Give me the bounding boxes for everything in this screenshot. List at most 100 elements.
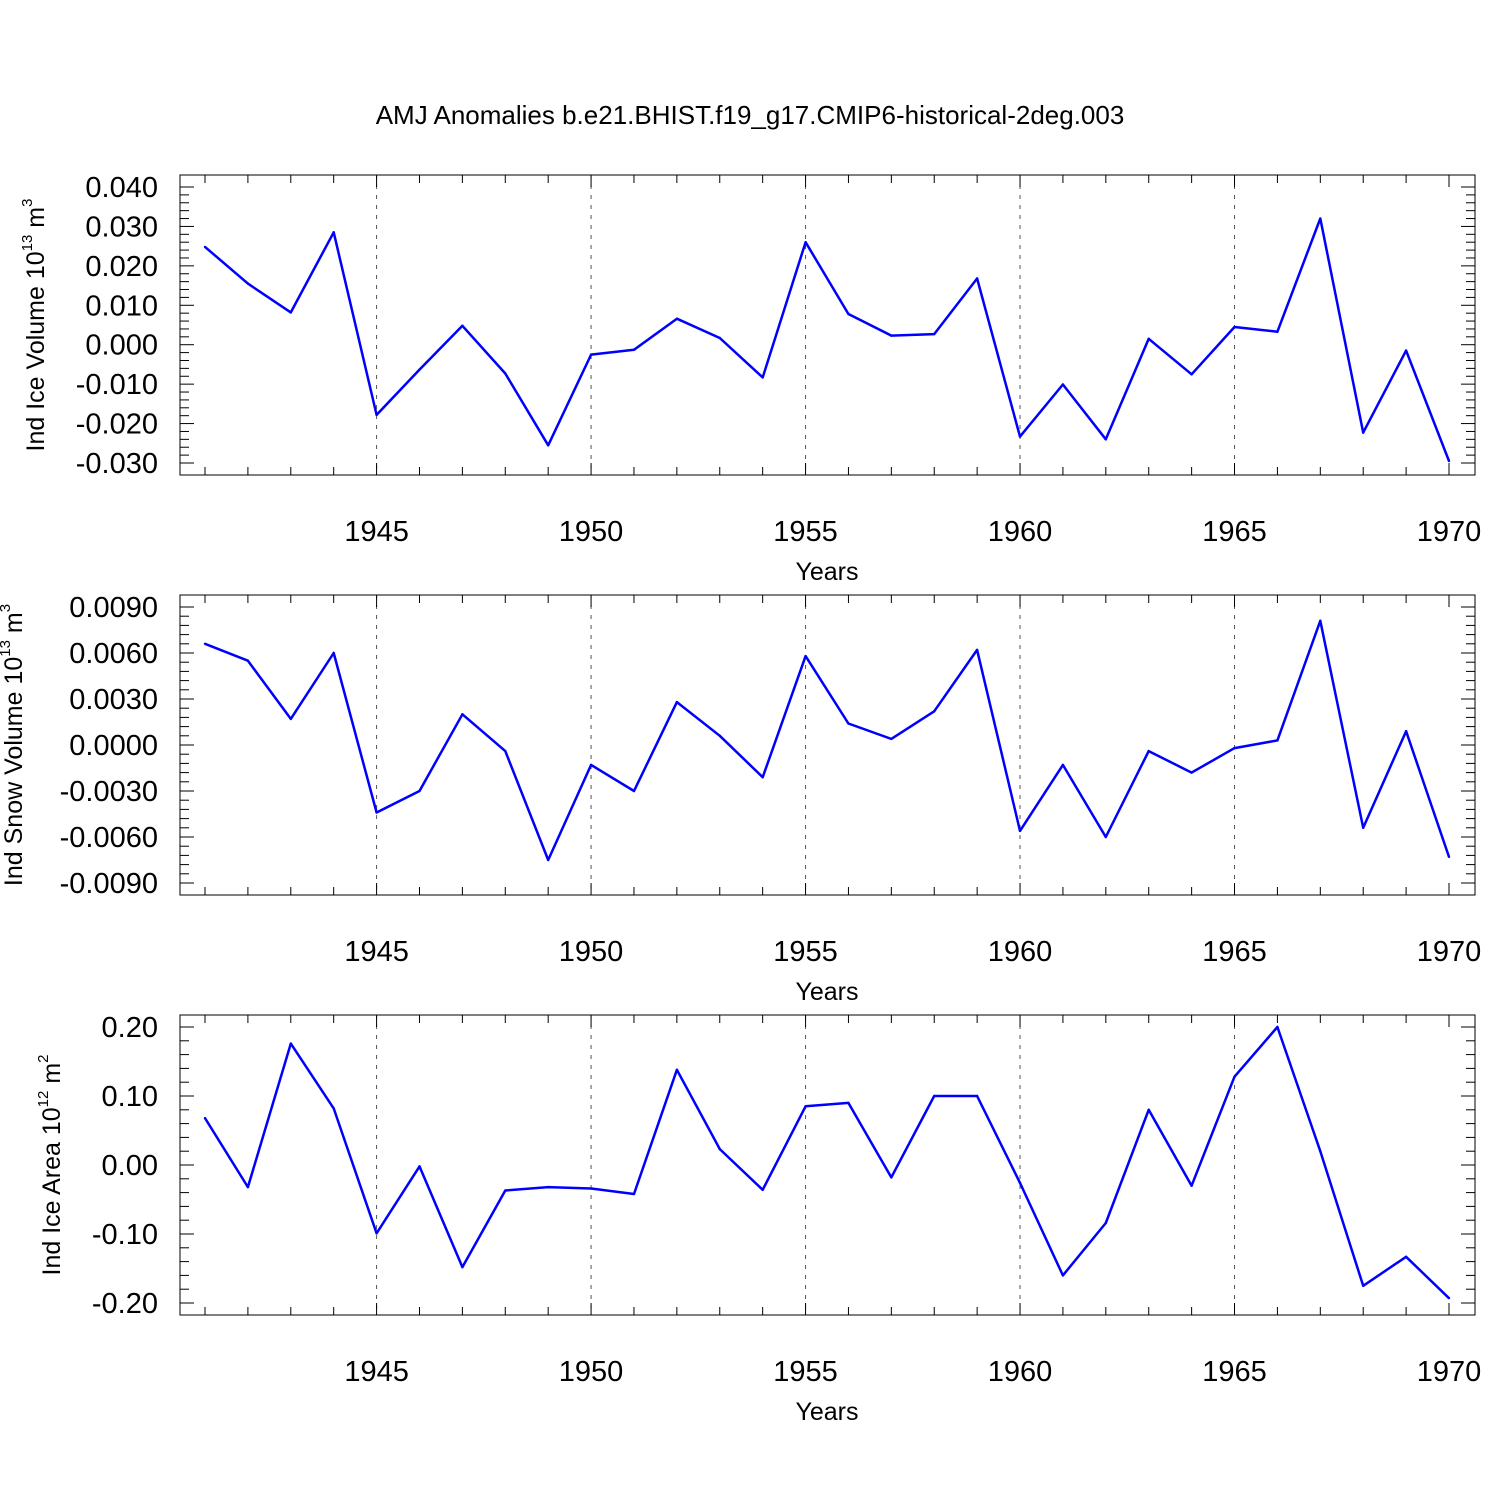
data-point bbox=[1233, 1075, 1236, 1078]
x-tick-label: 1970 bbox=[1417, 1356, 1482, 1388]
panels: 1945 1950 1955 1960 1965 1970 Years 0.040 0.030 0… bbox=[0, 172, 1481, 1426]
data-point bbox=[461, 324, 464, 327]
data-point bbox=[761, 776, 764, 779]
plot-frame bbox=[179, 174, 1476, 476]
plot-frame bbox=[179, 594, 1476, 896]
data-point bbox=[675, 700, 679, 704]
y-tick-label: 0.0030 bbox=[69, 684, 158, 716]
data-point bbox=[203, 1116, 207, 1120]
chart-panel-2: 1945 1950 1955 1960 1965 1970 Years 0.0090 0.006… bbox=[0, 592, 1481, 1006]
x-tick-label: 1960 bbox=[988, 1356, 1053, 1388]
x-tick-label: 1960 bbox=[988, 936, 1053, 968]
data-point bbox=[890, 334, 893, 337]
data-point bbox=[1190, 373, 1193, 376]
data-point bbox=[847, 312, 850, 316]
y-axis-label-unit-exp: 3 bbox=[0, 604, 14, 612]
data-point bbox=[847, 1101, 850, 1105]
data-point bbox=[975, 277, 979, 280]
series-line bbox=[204, 619, 1451, 862]
data-point bbox=[1104, 835, 1108, 839]
y-tick-label: 0.0090 bbox=[69, 592, 158, 624]
y-tick-label: 0.010 bbox=[85, 290, 158, 322]
data-point bbox=[332, 231, 335, 234]
data-point bbox=[1104, 438, 1108, 441]
y-tick-label: -0.020 bbox=[76, 409, 158, 441]
y-axis-label-unit-exp: 3 bbox=[19, 199, 36, 207]
data-point bbox=[418, 1165, 421, 1168]
y-axis-label-unit: m bbox=[0, 612, 28, 640]
y-axis-label-exp: 13 bbox=[19, 235, 36, 252]
x-tick-label: 1955 bbox=[773, 516, 838, 548]
data-point bbox=[546, 858, 550, 862]
y-axis-label-unit: m bbox=[22, 207, 50, 235]
x-tick-label: 1950 bbox=[559, 516, 624, 548]
x-tick-label: 1965 bbox=[1202, 936, 1267, 968]
data-point bbox=[203, 245, 207, 249]
data-point bbox=[1061, 1274, 1065, 1277]
data-point bbox=[761, 1188, 764, 1192]
data-point bbox=[1362, 431, 1365, 434]
data-point bbox=[1061, 763, 1065, 767]
data-point bbox=[761, 376, 764, 379]
y-tick-label: 0.00 bbox=[102, 1150, 158, 1182]
data-point bbox=[1233, 746, 1236, 750]
data-point bbox=[1276, 1025, 1279, 1029]
data-point bbox=[975, 1094, 979, 1098]
data-point bbox=[461, 1265, 464, 1269]
y-tick-label: 0.040 bbox=[85, 172, 158, 204]
data-point bbox=[1104, 1221, 1108, 1225]
data-point bbox=[1319, 1150, 1322, 1153]
data-point bbox=[1147, 337, 1150, 340]
y-tick-label: -0.10 bbox=[92, 1219, 158, 1251]
data-point bbox=[1018, 1181, 1022, 1185]
chart-panel-3: 1945 1950 1955 1960 1965 1970 Years 0.20 0.10 0.0… bbox=[35, 1012, 1481, 1426]
x-tick-label: 1945 bbox=[344, 936, 409, 968]
y-axis-label-unit: m bbox=[38, 1063, 66, 1091]
x-tick-label: 1945 bbox=[344, 1356, 409, 1388]
y-tick-label: 0.030 bbox=[85, 211, 158, 243]
plot-frame bbox=[179, 1014, 1476, 1316]
data-point bbox=[890, 1176, 893, 1179]
data-point bbox=[1447, 855, 1451, 859]
data-point bbox=[1404, 349, 1408, 352]
y-tick-label: -0.0060 bbox=[60, 822, 158, 854]
data-point bbox=[1018, 435, 1022, 438]
x-tick-label: 1950 bbox=[559, 936, 624, 968]
data-point bbox=[203, 642, 207, 645]
data-point bbox=[1276, 330, 1279, 333]
data-point bbox=[375, 1232, 378, 1235]
data-point bbox=[289, 311, 292, 314]
data-point bbox=[632, 348, 636, 352]
data-point bbox=[461, 713, 464, 716]
x-axis-label: Years bbox=[795, 1398, 858, 1426]
x-tick-label: 1960 bbox=[988, 516, 1053, 548]
x-tick-label: 1970 bbox=[1417, 516, 1482, 548]
data-point bbox=[1404, 730, 1408, 733]
x-tick-label: 1955 bbox=[773, 936, 838, 968]
y-axis-label: Ind Ice Volume 1013 m3 bbox=[19, 199, 50, 452]
data-point bbox=[1018, 829, 1022, 833]
data-point bbox=[1147, 749, 1150, 753]
data-point bbox=[804, 1105, 807, 1108]
data-point bbox=[289, 717, 292, 721]
data-point bbox=[418, 789, 421, 793]
data-point bbox=[546, 444, 550, 447]
data-point bbox=[504, 749, 507, 753]
data-point bbox=[975, 648, 979, 652]
y-tick-label: 0.10 bbox=[102, 1081, 158, 1113]
y-tick-label: -0.010 bbox=[76, 369, 158, 401]
y-axis-label-unit-exp: 2 bbox=[35, 1055, 52, 1063]
y-tick-label: -0.030 bbox=[76, 448, 158, 480]
y-tick-label: 0.0000 bbox=[69, 730, 158, 762]
data-point bbox=[375, 413, 378, 417]
x-tick-label: 1965 bbox=[1202, 516, 1267, 548]
data-point bbox=[804, 654, 807, 658]
y-axis-label: Ind Snow Volume 1013 m3 bbox=[0, 604, 28, 886]
data-point bbox=[933, 332, 936, 336]
data-point bbox=[1362, 1284, 1365, 1287]
data-point bbox=[1319, 217, 1322, 220]
data-point bbox=[804, 241, 807, 244]
x-tick-label: 1945 bbox=[344, 516, 409, 548]
y-axis-label-exp: 13 bbox=[0, 640, 14, 657]
data-point bbox=[1362, 826, 1365, 829]
